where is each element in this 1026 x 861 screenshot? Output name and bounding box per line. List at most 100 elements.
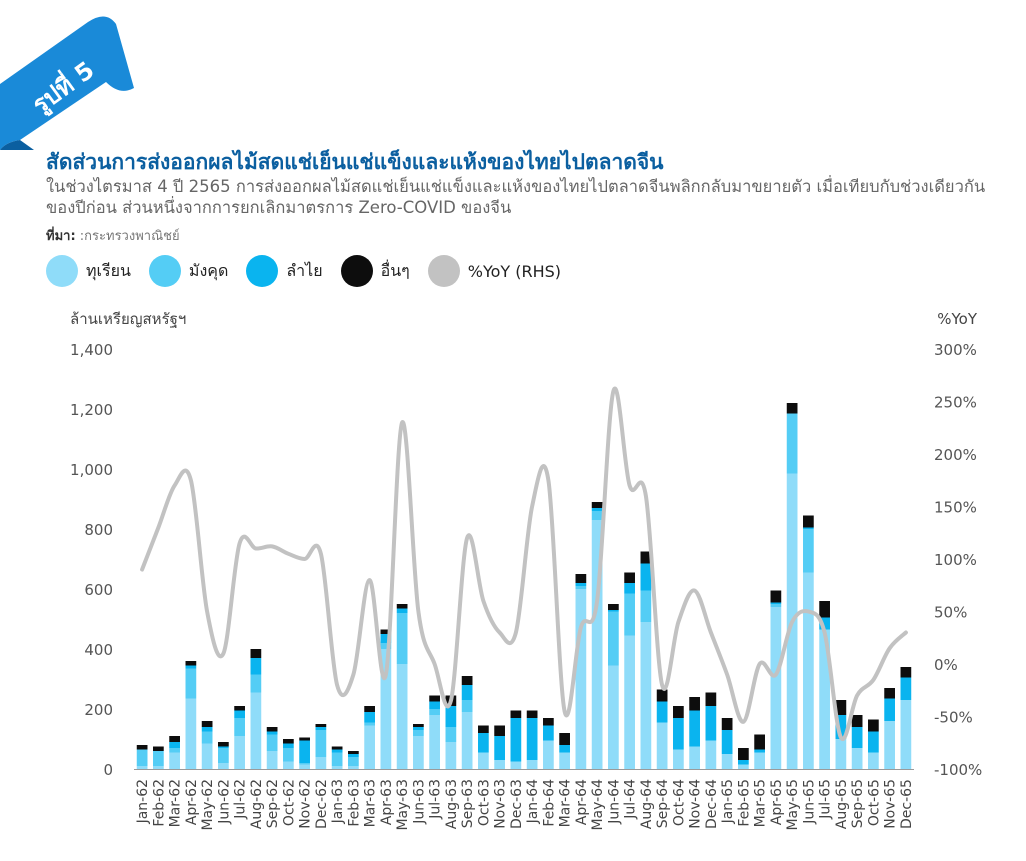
bar-segment-mangosteen bbox=[299, 763, 310, 765]
bar-segment-others bbox=[348, 751, 359, 754]
bar-segment-durian bbox=[575, 589, 587, 769]
bar-segment-mangosteen bbox=[396, 613, 408, 664]
x-tick-label: Dec-63 bbox=[509, 779, 525, 829]
bar-segment-durian bbox=[478, 752, 489, 769]
x-tick-label: Sep-65 bbox=[850, 779, 866, 828]
bar-segment-others bbox=[559, 733, 570, 745]
bar-segment-others bbox=[169, 736, 180, 742]
bar-segment-others bbox=[526, 710, 538, 718]
bar-segment-mangosteen bbox=[348, 757, 359, 766]
legend-label-longan: ลำไย bbox=[286, 260, 323, 280]
x-tick-label: Apr-62 bbox=[184, 779, 200, 825]
bar-segment-longan bbox=[770, 602, 782, 604]
legend-item-mangosteen: มังคุด bbox=[148, 255, 228, 287]
bar-segment-mangosteen bbox=[575, 586, 587, 589]
bar-segment-durian bbox=[445, 742, 457, 769]
bar-segment-others bbox=[136, 745, 148, 750]
x-tick-label: Nov-64 bbox=[688, 779, 704, 829]
y2-tick-label: 300% bbox=[934, 341, 977, 359]
bar-segment-mangosteen bbox=[786, 413, 798, 474]
bar-segment-others bbox=[803, 515, 814, 528]
x-tick-label: Aug-63 bbox=[444, 779, 460, 829]
bar-segment-longan bbox=[380, 634, 392, 643]
x-tick-label: Aug-64 bbox=[639, 779, 655, 829]
bar-segment-durian bbox=[819, 629, 830, 769]
bar-segment-durian bbox=[689, 746, 700, 769]
bar-segment-mangosteen bbox=[153, 751, 164, 766]
bar-segment-mangosteen bbox=[169, 748, 180, 753]
bar-segment-others bbox=[786, 403, 798, 414]
bar-segment-durian bbox=[266, 751, 278, 769]
bar-segment-mangosteen bbox=[803, 529, 814, 573]
bar-segment-durian bbox=[559, 752, 570, 769]
bar-segment-others bbox=[738, 748, 749, 760]
bar-segment-longan bbox=[348, 754, 359, 757]
y2-tick-label: 50% bbox=[934, 604, 967, 622]
x-tick-label: Jan-63 bbox=[330, 779, 346, 824]
x-tick-label: Mar-63 bbox=[363, 779, 379, 827]
bar-segment-mangosteen bbox=[185, 668, 197, 699]
legend-item-others: อื่นๆ bbox=[340, 255, 410, 287]
bar-segment-longan bbox=[656, 701, 668, 723]
bar-segment-others bbox=[429, 695, 440, 702]
x-tick-label: May-65 bbox=[785, 779, 801, 831]
x-tick-label: May-63 bbox=[395, 779, 411, 831]
y-tick-label: 1,000 bbox=[70, 461, 113, 479]
bar-segment-mangosteen bbox=[608, 611, 619, 666]
bar-segment-durian bbox=[835, 739, 847, 769]
x-tick-label: Jun-63 bbox=[411, 779, 427, 825]
bar-segment-durian bbox=[868, 752, 879, 769]
bar-segment-mangosteen bbox=[461, 700, 473, 712]
bar-segment-longan bbox=[266, 731, 278, 735]
x-tick-label: Dec-65 bbox=[899, 779, 915, 829]
figure-badge: รูปที่ 5 bbox=[0, 16, 134, 150]
bar-segment-mangosteen bbox=[445, 727, 457, 742]
bar-segment-mangosteen bbox=[429, 709, 440, 715]
bar-segment-durian bbox=[510, 761, 522, 769]
y2-axis-title: %YoY bbox=[937, 310, 978, 328]
bar-segment-durian bbox=[136, 766, 148, 769]
bar-segment-longan bbox=[608, 610, 619, 612]
legend-swatch-longan bbox=[246, 255, 279, 287]
bar-segment-durian bbox=[656, 722, 668, 769]
x-tick-label: Oct-64 bbox=[671, 779, 687, 826]
bar-segment-longan bbox=[250, 658, 262, 675]
y2-tick-label: 200% bbox=[934, 446, 977, 464]
legend-item-durian: ทุเรียน bbox=[46, 255, 131, 287]
bar-segment-others bbox=[851, 715, 863, 727]
bar-segment-durian bbox=[851, 748, 863, 769]
source-value: :กระทรวงพาณิชย์ bbox=[79, 229, 180, 244]
bar-segment-others bbox=[461, 676, 473, 685]
bar-segment-longan bbox=[169, 742, 180, 748]
bar-segment-longan bbox=[673, 718, 684, 750]
y-tick-label: 1,400 bbox=[70, 341, 113, 359]
x-tick-label: Mar-62 bbox=[168, 779, 184, 827]
bar-segment-others bbox=[705, 692, 717, 706]
yoy-line bbox=[140, 386, 908, 742]
bar-segment-others bbox=[315, 724, 327, 727]
y2-tick-label: -50% bbox=[934, 709, 973, 727]
bar-segment-longan bbox=[299, 740, 310, 763]
bar-segment-longan bbox=[721, 730, 733, 754]
bar-segment-longan bbox=[201, 727, 213, 732]
bar-segment-others bbox=[331, 746, 343, 750]
x-tick-label: Nov-65 bbox=[883, 779, 899, 829]
legend-item-longan: ลำไย bbox=[246, 255, 323, 287]
bar-segment-others bbox=[640, 551, 652, 564]
y-tick-label: 1,200 bbox=[70, 401, 113, 419]
bar-segment-longan bbox=[234, 710, 245, 718]
bar-segment-durian bbox=[640, 622, 652, 769]
legend-label-durian: ทุเรียน bbox=[86, 260, 131, 280]
bar-segment-mangosteen bbox=[234, 718, 245, 736]
bar-segment-others bbox=[494, 725, 505, 736]
bar-segment-others bbox=[185, 661, 197, 666]
x-tick-label: Nov-63 bbox=[493, 779, 509, 829]
x-tick-label: Apr-63 bbox=[379, 779, 395, 825]
bar-segment-others bbox=[364, 706, 375, 712]
y2-tick-label: 100% bbox=[934, 551, 977, 569]
x-tick-label: Jun-64 bbox=[606, 779, 622, 825]
x-tick-label: Sep-62 bbox=[265, 779, 281, 828]
bar-segment-others bbox=[299, 737, 310, 741]
x-tick-label: Aug-62 bbox=[249, 779, 265, 829]
